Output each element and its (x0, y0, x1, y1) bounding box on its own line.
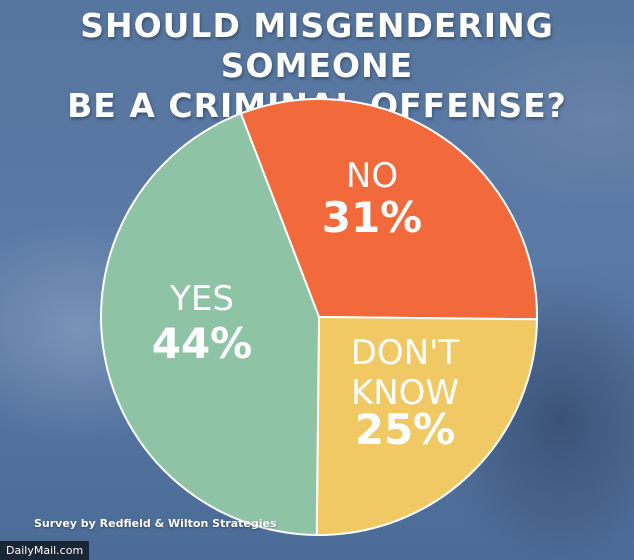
pie-slice-yes (100, 112, 321, 537)
source-note: Survey by Redfield & Wilton Strategies (34, 517, 277, 530)
pie-slice-no (239, 98, 538, 321)
slice-label: DON'T (351, 333, 460, 373)
chart-title: SHOULD MISGENDERING SOMEONE BE A CRIMINA… (0, 6, 634, 126)
slice-label: KNOW (351, 373, 459, 413)
pie-slice-don-t-know (315, 315, 539, 536)
slice-label: NO (346, 156, 398, 196)
title-line-1: SHOULD MISGENDERING SOMEONE (80, 6, 554, 85)
slice-label: YES (169, 279, 234, 319)
credit-badge: DailyMail.com (0, 541, 90, 560)
slice-value: 25% (355, 405, 456, 454)
slice-value: 31% (322, 193, 423, 242)
pie-slices (100, 98, 539, 537)
slice-value: 44% (152, 319, 253, 368)
